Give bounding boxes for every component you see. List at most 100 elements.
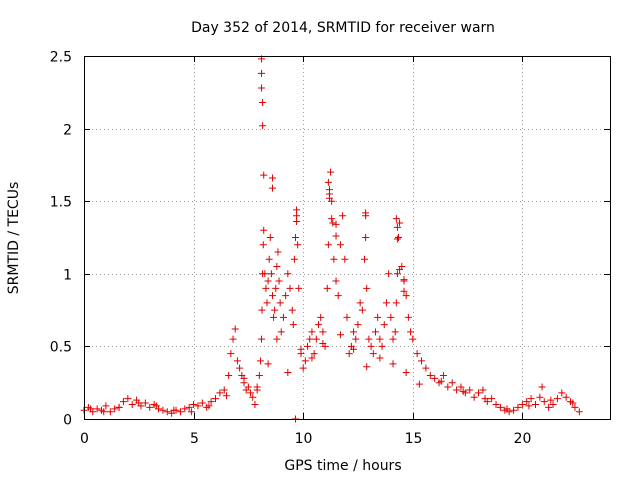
data-point: [382, 299, 390, 307]
data-point: [492, 400, 500, 408]
data-point: [231, 325, 239, 333]
data-point: [284, 369, 292, 377]
data-point: [263, 299, 271, 307]
data-point: [549, 400, 557, 408]
data-point: [293, 206, 301, 214]
data-point: [207, 398, 215, 406]
data-point: [258, 306, 266, 314]
data-point: [475, 389, 482, 397]
data-point: [453, 386, 461, 394]
data-point: [525, 402, 533, 410]
data-point: [319, 328, 327, 336]
data-point: [277, 328, 285, 336]
data-point: [363, 284, 371, 292]
data-point: [128, 400, 136, 408]
data-point: [176, 408, 184, 416]
data-point: [289, 321, 297, 329]
data-point: [152, 402, 160, 410]
data-point: [181, 405, 189, 413]
data-point: [291, 234, 299, 241]
x-tick-label: 5: [190, 431, 199, 447]
data-point: [422, 364, 430, 372]
data-point: [279, 313, 287, 321]
data-point: [426, 371, 434, 379]
data-point: [205, 402, 213, 410]
data-point: [523, 398, 531, 406]
data-point: [431, 374, 439, 382]
data-point: [268, 292, 276, 300]
data-point: [146, 403, 154, 411]
data-point: [159, 406, 167, 414]
data-point: [459, 387, 467, 395]
data-point: [387, 313, 395, 321]
data-point: [527, 395, 535, 403]
data-point: [284, 270, 292, 278]
data-point: [389, 360, 397, 368]
data-point: [496, 403, 504, 411]
data-point: [119, 398, 127, 406]
data-point: [297, 345, 305, 353]
data-point: [170, 406, 178, 414]
data-point: [361, 255, 369, 263]
data-point: [336, 241, 344, 249]
chart-title: Day 352 of 2014, SRMTID for receiver war…: [191, 20, 495, 36]
data-point: [290, 255, 298, 263]
data-point: [362, 234, 370, 241]
data-point: [260, 226, 268, 234]
data-point: [332, 277, 340, 285]
data-point: [286, 284, 294, 292]
y-tick-labels: 0 0.5 1 1.5 2 2.5: [50, 50, 72, 429]
data-point: [256, 357, 264, 365]
data-point: [571, 403, 579, 411]
data-point: [418, 357, 426, 365]
data-point: [229, 335, 237, 343]
data-point: [385, 270, 393, 278]
data-point: [262, 284, 270, 292]
data-point: [233, 357, 241, 365]
data-point: [304, 342, 312, 350]
data-point: [479, 386, 487, 394]
data-point: [503, 405, 511, 413]
data-point: [510, 406, 518, 414]
data-point: [404, 313, 412, 321]
data-point: [328, 215, 336, 223]
data-point: [330, 255, 338, 263]
data-point: [295, 284, 303, 292]
data-point: [225, 371, 233, 379]
data-point: [275, 277, 283, 285]
data-point: [100, 408, 108, 416]
data-point: [93, 405, 101, 413]
data-point: [531, 400, 539, 408]
data-point: [276, 299, 284, 307]
data-point: [393, 270, 401, 278]
data-point: [345, 350, 353, 358]
x-tick-label: 10: [295, 431, 313, 447]
data-point: [392, 299, 400, 307]
data-point: [261, 270, 269, 278]
data-point: [334, 292, 342, 300]
y-tick-label: 1.5: [50, 195, 72, 211]
data-point: [274, 248, 282, 256]
data-point: [350, 328, 358, 336]
data-point: [538, 383, 546, 391]
data-point: [323, 284, 331, 292]
data-point: [395, 234, 403, 241]
data-point: [374, 313, 382, 321]
data-point: [190, 400, 198, 408]
data-point: [324, 178, 332, 186]
data-point: [350, 345, 358, 353]
data-point: [400, 287, 408, 295]
data-point: [393, 223, 401, 231]
data-point: [562, 393, 570, 401]
data-point: [393, 235, 401, 243]
data-point: [260, 171, 268, 179]
data-point: [365, 335, 373, 343]
data-point: [371, 328, 379, 336]
data-point: [270, 313, 278, 321]
data-point: [268, 174, 276, 182]
data-point: [356, 299, 364, 307]
data-point: [216, 389, 224, 397]
x-tick-labels: 0 5 10 15 20: [80, 431, 531, 447]
data-point: [306, 335, 314, 343]
data-point: [325, 186, 333, 194]
